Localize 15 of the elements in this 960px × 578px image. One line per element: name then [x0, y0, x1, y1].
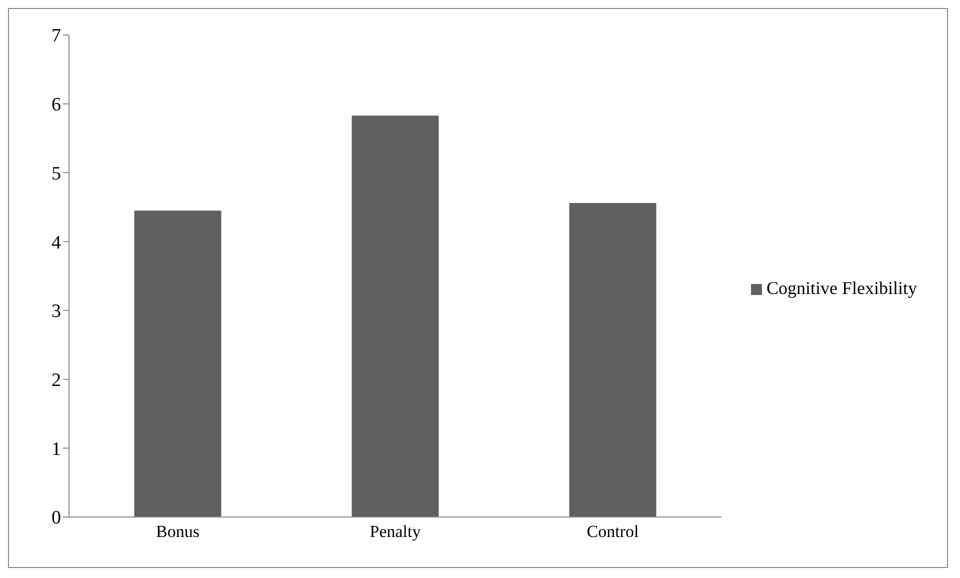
y-tick-label: 5: [52, 163, 61, 184]
y-tick-label: 2: [52, 370, 61, 392]
y-tick-label: 4: [52, 232, 62, 254]
x-tick-label: Bonus: [156, 522, 200, 542]
legend-label: Cognitive Flexibility: [766, 278, 917, 298]
x-tick-label: Control: [586, 522, 639, 542]
bar: [569, 203, 656, 517]
bar: [352, 116, 439, 517]
y-tick-label: 7: [52, 26, 61, 47]
y-tick-label: 1: [52, 438, 61, 460]
y-tick-label: 6: [52, 94, 61, 116]
y-tick-label: 3: [52, 301, 61, 322]
y-tick-label: 0: [52, 508, 61, 529]
bar: [134, 210, 222, 517]
x-tick-label: Penalty: [370, 522, 422, 542]
